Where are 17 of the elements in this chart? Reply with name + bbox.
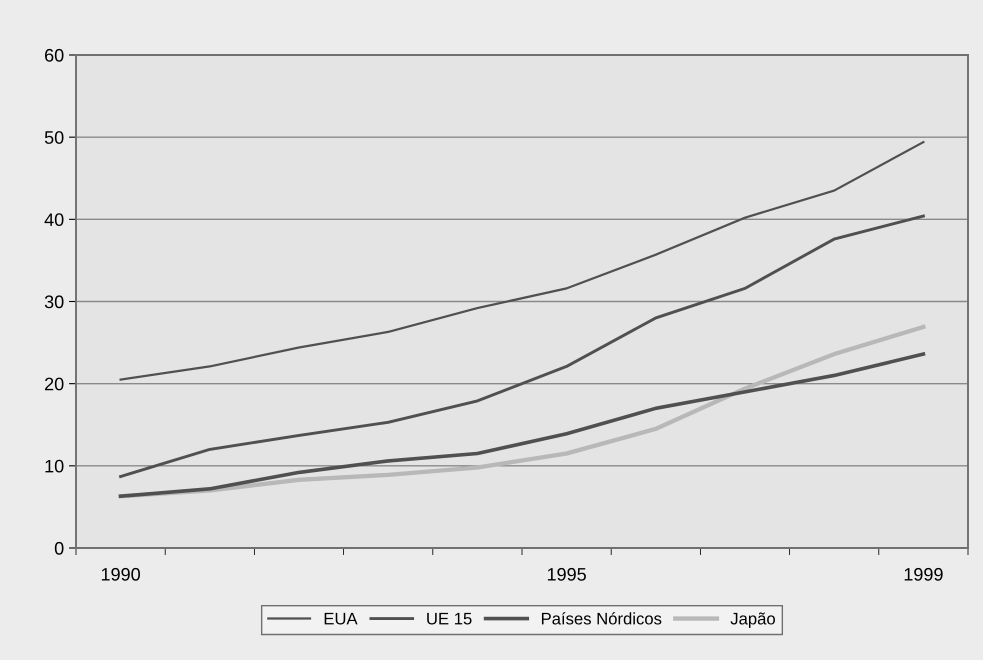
y-tick-label: 30 xyxy=(44,295,64,308)
y-tick-label: 20 xyxy=(45,378,64,390)
x-tick-label: 1999 xyxy=(904,568,943,581)
x-tick-label: 1990 xyxy=(102,568,140,581)
y-tick-label: 10 xyxy=(45,460,64,473)
line-series xyxy=(119,214,925,478)
y-tick-label: 60 xyxy=(45,48,64,62)
legend-label: Países Nórdicos xyxy=(542,612,662,625)
y-tick-label: 40 xyxy=(44,213,64,226)
legend-label: EUA xyxy=(324,612,358,625)
y-tick-label: 0 xyxy=(54,542,64,555)
line-series xyxy=(118,352,926,498)
legend-label: Japão xyxy=(730,612,775,628)
line-series xyxy=(119,140,925,381)
y-tick-label: 50 xyxy=(44,131,64,144)
x-tick-label: 1995 xyxy=(548,568,586,581)
legend-label: UE 15 xyxy=(427,612,472,625)
